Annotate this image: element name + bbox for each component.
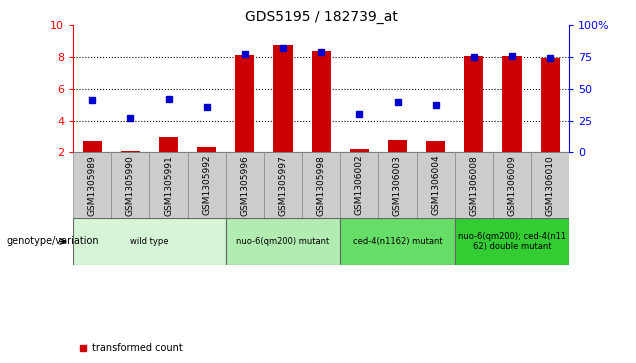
Bar (73, 218, 226, 265)
Text: wild type: wild type (130, 237, 169, 246)
Bar (111, 152, 149, 218)
Bar (235, 55, 254, 152)
Text: GSM1305996: GSM1305996 (240, 155, 249, 216)
Bar (121, 151, 140, 152)
Bar (340, 218, 455, 265)
Bar (502, 56, 522, 152)
Text: GSM1306008: GSM1306008 (469, 155, 478, 216)
Bar (83, 141, 102, 152)
Bar (378, 152, 417, 218)
Bar (197, 147, 216, 152)
Text: GSM1305990: GSM1305990 (126, 155, 135, 216)
Bar (273, 45, 293, 152)
Text: nuo-6(qm200) mutant: nuo-6(qm200) mutant (237, 237, 329, 246)
Bar (264, 152, 302, 218)
Text: GSM1305991: GSM1305991 (164, 155, 173, 216)
Text: GSM1306010: GSM1306010 (546, 155, 555, 216)
Bar (426, 140, 445, 152)
Bar (73, 152, 111, 218)
Bar (340, 152, 378, 218)
Text: GSM1306003: GSM1306003 (393, 155, 402, 216)
Bar (455, 218, 569, 265)
Text: genotype/variation: genotype/variation (6, 236, 99, 246)
Bar (531, 152, 569, 218)
Text: GSM1306004: GSM1306004 (431, 155, 440, 216)
Bar (312, 51, 331, 152)
Bar (350, 149, 369, 152)
Bar (493, 152, 531, 218)
Text: GSM1305989: GSM1305989 (88, 155, 97, 216)
Bar (541, 58, 560, 152)
Title: GDS5195 / 182739_at: GDS5195 / 182739_at (245, 11, 398, 24)
Text: GSM1306002: GSM1306002 (355, 155, 364, 216)
Bar (455, 152, 493, 218)
Text: GSM1305997: GSM1305997 (279, 155, 287, 216)
Bar (188, 152, 226, 218)
Text: GSM1305998: GSM1305998 (317, 155, 326, 216)
Bar (464, 56, 483, 152)
Text: transformed count: transformed count (92, 343, 183, 354)
Bar (149, 152, 188, 218)
Bar (302, 152, 340, 218)
Text: nuo-6(qm200); ced-4(n11
62) double mutant: nuo-6(qm200); ced-4(n11 62) double mutan… (458, 232, 566, 251)
Bar (226, 218, 340, 265)
Bar (226, 152, 264, 218)
Text: GSM1306009: GSM1306009 (508, 155, 516, 216)
Bar (388, 140, 407, 152)
Bar (159, 137, 178, 152)
Text: GSM1305992: GSM1305992 (202, 155, 211, 216)
Bar (417, 152, 455, 218)
Text: ced-4(n1162) mutant: ced-4(n1162) mutant (353, 237, 442, 246)
